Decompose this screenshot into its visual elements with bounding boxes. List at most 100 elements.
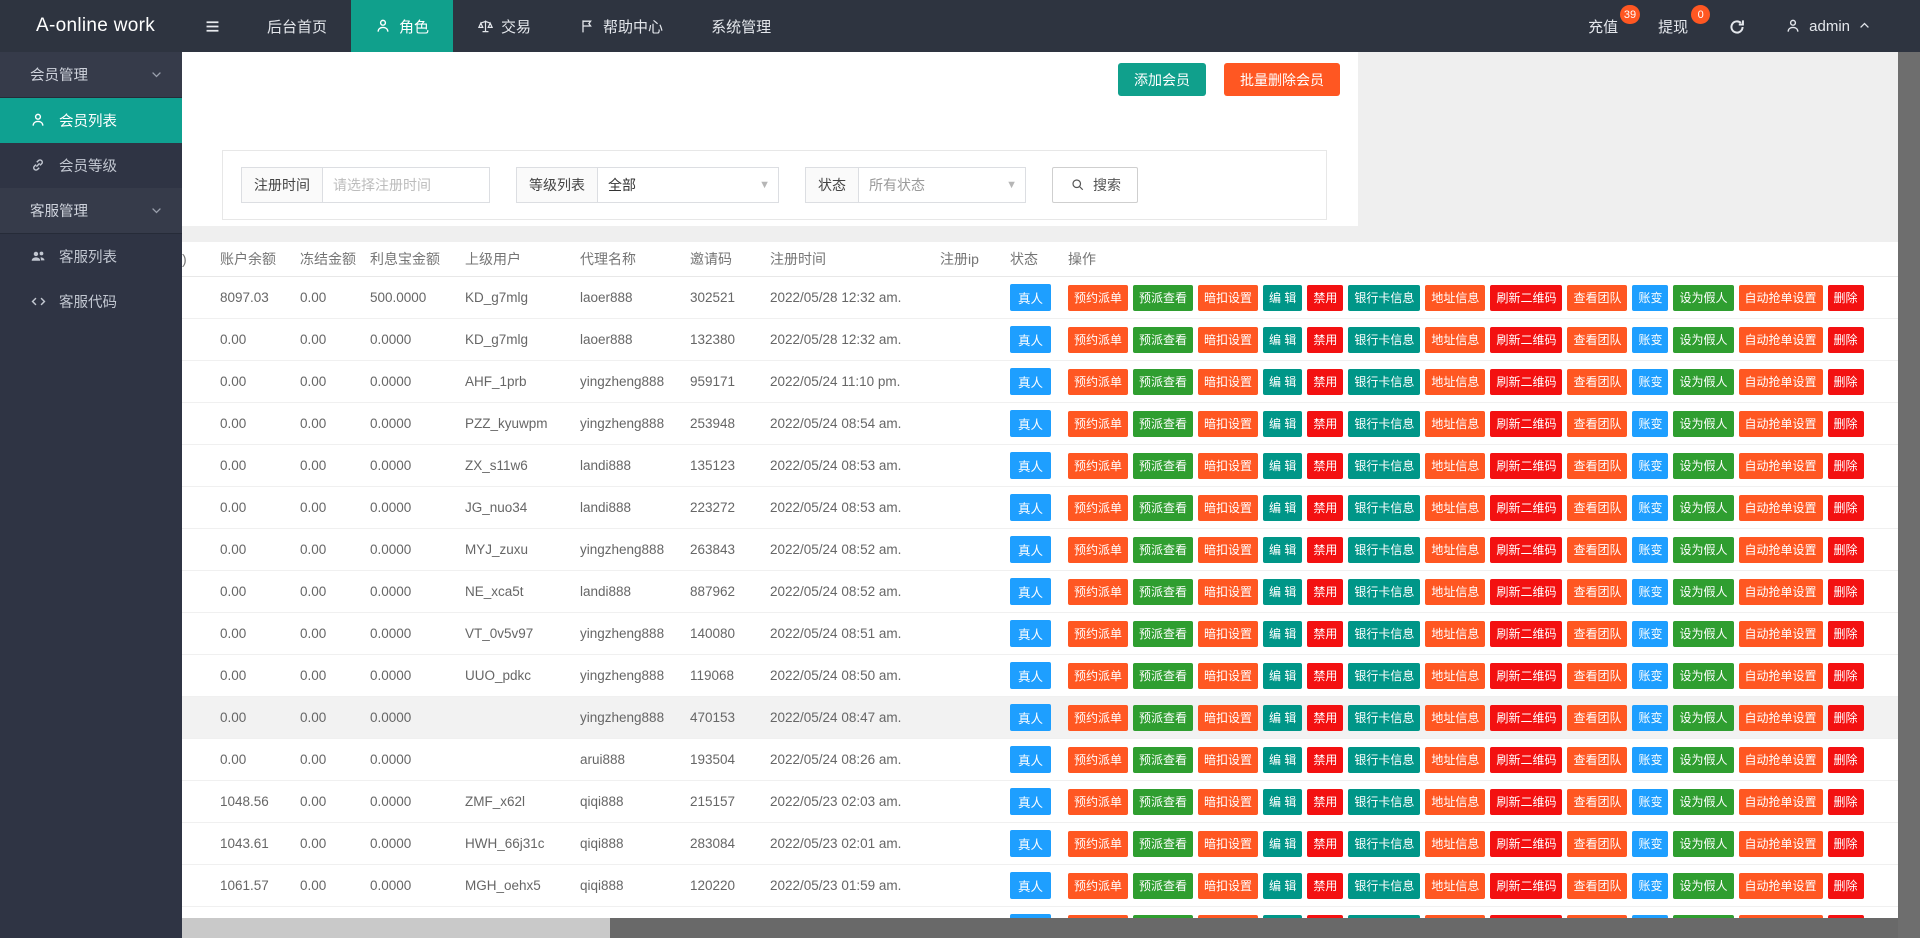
- row-action-button[interactable]: 刷新二维码: [1490, 494, 1563, 521]
- row-action-button[interactable]: 预约派单: [1068, 788, 1129, 815]
- row-action-button[interactable]: 地址信息: [1425, 368, 1486, 395]
- row-action-button[interactable]: 地址信息: [1425, 410, 1486, 437]
- row-action-button[interactable]: 刷新二维码: [1490, 536, 1563, 563]
- row-action-button[interactable]: 禁用: [1307, 662, 1344, 689]
- row-action-button[interactable]: 禁用: [1307, 746, 1344, 773]
- row-action-button[interactable]: 银行卡信息: [1348, 830, 1421, 857]
- row-action-button[interactable]: 设为假人: [1673, 620, 1734, 647]
- nav-item-system[interactable]: 系统管理: [687, 0, 795, 52]
- row-action-button[interactable]: 预约派单: [1068, 536, 1129, 563]
- row-action-button[interactable]: 暗扣设置: [1198, 746, 1259, 773]
- row-action-button[interactable]: 自动抢单设置: [1738, 788, 1823, 815]
- row-action-button[interactable]: 刷新二维码: [1490, 620, 1563, 647]
- row-action-button[interactable]: 地址信息: [1425, 872, 1486, 899]
- row-action-button[interactable]: 暗扣设置: [1198, 830, 1259, 857]
- row-action-button[interactable]: 地址信息: [1425, 452, 1486, 479]
- row-action-button[interactable]: 禁用: [1307, 326, 1344, 353]
- row-action-button[interactable]: 预约派单: [1068, 746, 1129, 773]
- sidebar-toggle-button[interactable]: [182, 0, 243, 52]
- row-action-button[interactable]: 设为假人: [1673, 410, 1734, 437]
- row-action-button[interactable]: 暗扣设置: [1198, 452, 1259, 479]
- row-action-button[interactable]: 刷新二维码: [1490, 914, 1563, 918]
- row-action-button[interactable]: 查看团队: [1567, 410, 1628, 437]
- row-action-button[interactable]: 银行卡信息: [1348, 872, 1421, 899]
- sidebar-item-service-list[interactable]: 客服列表: [0, 234, 182, 279]
- row-action-button[interactable]: 银行卡信息: [1348, 662, 1421, 689]
- row-action-button[interactable]: 查看团队: [1567, 620, 1628, 647]
- row-action-button[interactable]: 暗扣设置: [1198, 326, 1259, 353]
- row-action-button[interactable]: 刷新二维码: [1490, 662, 1563, 689]
- row-action-button[interactable]: 刷新二维码: [1490, 788, 1563, 815]
- row-action-button[interactable]: 账变: [1632, 578, 1669, 605]
- row-action-button[interactable]: 暗扣设置: [1198, 914, 1259, 918]
- row-action-button[interactable]: 查看团队: [1567, 284, 1628, 311]
- row-action-button[interactable]: 设为假人: [1673, 452, 1734, 479]
- row-action-button[interactable]: 查看团队: [1567, 494, 1628, 521]
- row-action-button[interactable]: 账变: [1632, 494, 1669, 521]
- row-action-button[interactable]: 账变: [1632, 704, 1669, 731]
- add-member-button[interactable]: 添加会员: [1118, 63, 1206, 96]
- row-action-button[interactable]: 禁用: [1307, 830, 1344, 857]
- row-action-button[interactable]: 查看团队: [1567, 452, 1628, 479]
- row-action-button[interactable]: 银行卡信息: [1348, 494, 1421, 521]
- row-action-button[interactable]: 刷新二维码: [1490, 452, 1563, 479]
- row-action-button[interactable]: 预约派单: [1068, 914, 1129, 918]
- row-action-button[interactable]: 设为假人: [1673, 662, 1734, 689]
- row-action-button[interactable]: 账变: [1632, 368, 1669, 395]
- row-action-button[interactable]: 银行卡信息: [1348, 284, 1421, 311]
- row-action-button[interactable]: 查看团队: [1567, 872, 1628, 899]
- row-action-button[interactable]: 银行卡信息: [1348, 410, 1421, 437]
- row-action-button[interactable]: 编 辑: [1263, 368, 1303, 395]
- row-action-button[interactable]: 账变: [1632, 452, 1669, 479]
- row-action-button[interactable]: 暗扣设置: [1198, 578, 1259, 605]
- row-action-button[interactable]: 刷新二维码: [1490, 368, 1563, 395]
- row-action-button[interactable]: 暗扣设置: [1198, 704, 1259, 731]
- row-action-button[interactable]: 预派查看: [1133, 704, 1194, 731]
- horizontal-scrollbar[interactable]: [182, 918, 1920, 938]
- row-action-button[interactable]: 自动抢单设置: [1738, 284, 1823, 311]
- row-action-button[interactable]: 查看团队: [1567, 326, 1628, 353]
- row-action-button[interactable]: 预派查看: [1133, 536, 1194, 563]
- row-action-button[interactable]: 自动抢单设置: [1738, 368, 1823, 395]
- row-action-button[interactable]: 禁用: [1307, 368, 1344, 395]
- row-action-button[interactable]: 银行卡信息: [1348, 368, 1421, 395]
- row-action-button[interactable]: 自动抢单设置: [1738, 872, 1823, 899]
- row-action-button[interactable]: 禁用: [1307, 494, 1344, 521]
- row-action-button[interactable]: 自动抢单设置: [1738, 494, 1823, 521]
- row-action-button[interactable]: 设为假人: [1673, 872, 1734, 899]
- level-select[interactable]: 全部 ▼: [597, 167, 779, 203]
- sidebar-item-member-list[interactable]: 会员列表: [0, 98, 182, 143]
- row-action-button[interactable]: 暗扣设置: [1198, 872, 1259, 899]
- row-action-button[interactable]: 账变: [1632, 536, 1669, 563]
- row-action-button[interactable]: 银行卡信息: [1348, 620, 1421, 647]
- row-action-button[interactable]: 编 辑: [1263, 284, 1303, 311]
- row-action-button[interactable]: 删除: [1827, 704, 1864, 731]
- row-action-button[interactable]: 禁用: [1307, 536, 1344, 563]
- row-action-button[interactable]: 暗扣设置: [1198, 662, 1259, 689]
- row-action-button[interactable]: 预派查看: [1133, 368, 1194, 395]
- row-action-button[interactable]: 账变: [1632, 746, 1669, 773]
- row-action-button[interactable]: 自动抢单设置: [1738, 326, 1823, 353]
- row-action-button[interactable]: 刷新二维码: [1490, 704, 1563, 731]
- row-action-button[interactable]: 暗扣设置: [1198, 494, 1259, 521]
- row-action-button[interactable]: 编 辑: [1263, 620, 1303, 647]
- row-action-button[interactable]: 账变: [1632, 872, 1669, 899]
- sidebar-group-service-management[interactable]: 客服管理: [0, 188, 182, 234]
- row-action-button[interactable]: 预派查看: [1133, 662, 1194, 689]
- row-action-button[interactable]: 删除: [1827, 788, 1864, 815]
- row-action-button[interactable]: 查看团队: [1567, 914, 1628, 918]
- row-action-button[interactable]: 预派查看: [1133, 284, 1194, 311]
- row-action-button[interactable]: 预约派单: [1068, 620, 1129, 647]
- withdraw-button[interactable]: 提现 0: [1638, 0, 1711, 52]
- row-action-button[interactable]: 自动抢单设置: [1738, 578, 1823, 605]
- row-action-button[interactable]: 账变: [1632, 284, 1669, 311]
- row-action-button[interactable]: 预约派单: [1068, 830, 1129, 857]
- row-action-button[interactable]: 禁用: [1307, 284, 1344, 311]
- row-action-button[interactable]: 刷新二维码: [1490, 578, 1563, 605]
- row-action-button[interactable]: 删除: [1827, 326, 1864, 353]
- row-action-button[interactable]: 查看团队: [1567, 578, 1628, 605]
- vertical-scrollbar[interactable]: [1898, 52, 1920, 938]
- row-action-button[interactable]: 设为假人: [1673, 788, 1734, 815]
- row-action-button[interactable]: 地址信息: [1425, 494, 1486, 521]
- row-action-button[interactable]: 禁用: [1307, 410, 1344, 437]
